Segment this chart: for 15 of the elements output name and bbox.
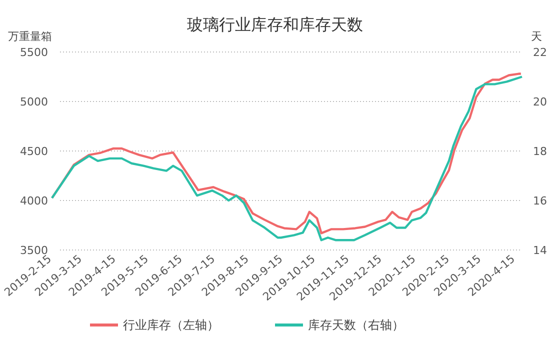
y-tick-label: 4500 [20,144,48,158]
y2-tick-label: 16 [533,194,547,208]
y-tick-label: 4000 [20,194,48,208]
y2-tick-label: 18 [533,144,547,158]
legend-label: 库存天数（右轴） [308,318,404,332]
y2-tick-label: 22 [533,46,547,59]
y2-tick-label: 14 [533,244,547,257]
y-tick-label: 5000 [20,95,48,108]
y-axis-title: 万重量箱 [8,30,52,43]
y2-tick-label: 20 [533,95,547,108]
y-tick-label: 3500 [20,244,48,257]
y2-axis-title: 天 [531,30,542,43]
chart-title: 玻璃行业库存和库存天数 [187,15,363,34]
y-tick-label: 5500 [20,46,48,59]
legend-label: 行业库存（左轴） [123,318,219,332]
